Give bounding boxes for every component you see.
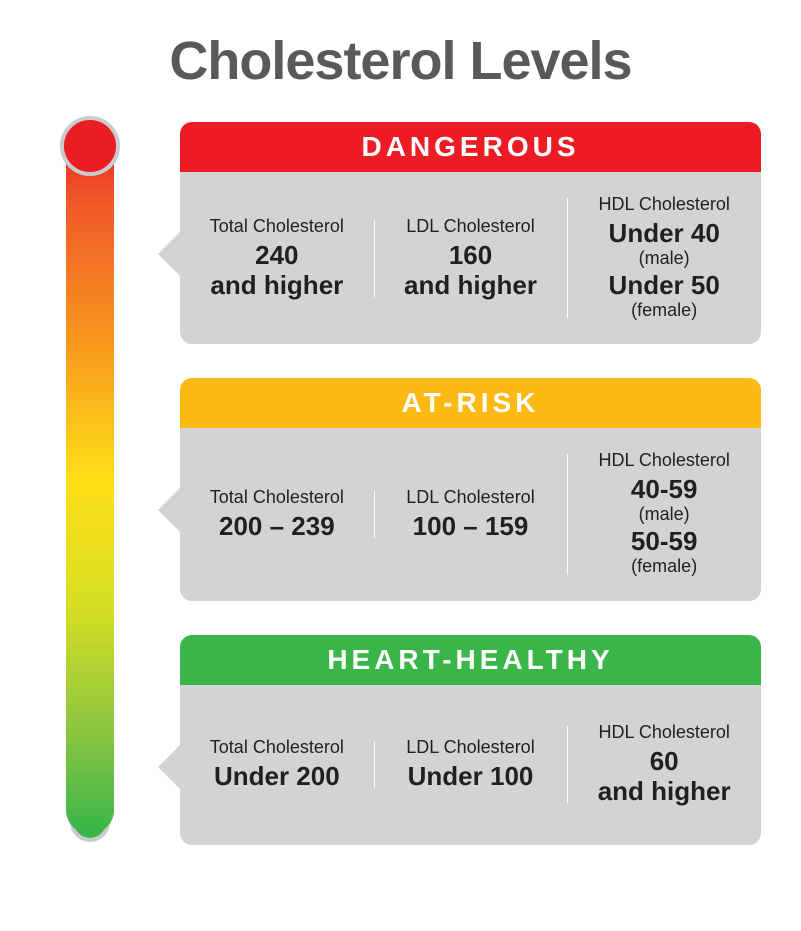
card-body: Total Cholesterol Under 200 LDL Choleste… bbox=[180, 685, 761, 845]
card-header: AT-RISK bbox=[180, 378, 761, 428]
col-label: LDL Cholesterol bbox=[384, 216, 558, 237]
col-label: Total Cholesterol bbox=[190, 737, 364, 758]
col-hdl: HDL Cholesterol Under 40 (male) Under 50… bbox=[567, 190, 761, 326]
thermometer-bulb bbox=[60, 116, 120, 176]
col-hdl: HDL Cholesterol 40-59 (male) 50-59 (fema… bbox=[567, 446, 761, 582]
col-value: Under 100 bbox=[384, 762, 558, 792]
col-value: 60 bbox=[577, 747, 751, 777]
card-body: Total Cholesterol 240 and higher LDL Cho… bbox=[180, 172, 761, 344]
col-ldl: LDL Cholesterol 100 – 159 bbox=[374, 483, 568, 546]
col-label: HDL Cholesterol bbox=[577, 722, 751, 743]
col-ldl: LDL Cholesterol Under 100 bbox=[374, 733, 568, 796]
hdl-sub: (male) bbox=[577, 249, 751, 269]
col-value2: and higher bbox=[577, 777, 751, 807]
content-area: DANGEROUS Total Cholesterol 240 and high… bbox=[0, 122, 801, 845]
col-ldl: LDL Cholesterol 160 and higher bbox=[374, 212, 568, 305]
card-dangerous: DANGEROUS Total Cholesterol 240 and high… bbox=[180, 122, 761, 344]
col-value: 200 – 239 bbox=[190, 512, 364, 542]
card-heart-healthy: HEART-HEALTHY Total Cholesterol Under 20… bbox=[180, 635, 761, 845]
col-label: Total Cholesterol bbox=[190, 487, 364, 508]
card-header: DANGEROUS bbox=[180, 122, 761, 172]
col-value: 240 bbox=[190, 241, 364, 271]
col-total: Total Cholesterol Under 200 bbox=[180, 733, 374, 796]
col-label: HDL Cholesterol bbox=[577, 450, 751, 471]
hdl-value: 50-59 bbox=[577, 527, 751, 557]
col-hdl: HDL Cholesterol 60 and higher bbox=[567, 718, 761, 811]
col-value2: and higher bbox=[384, 271, 558, 301]
col-label: HDL Cholesterol bbox=[577, 194, 751, 215]
thermometer-fill bbox=[66, 120, 114, 834]
card-body: Total Cholesterol 200 – 239 LDL Choleste… bbox=[180, 428, 761, 600]
page-title: Cholesterol Levels bbox=[0, 30, 801, 92]
col-label: LDL Cholesterol bbox=[384, 487, 558, 508]
col-value: 100 – 159 bbox=[384, 512, 558, 542]
hdl-value: Under 40 bbox=[577, 219, 751, 249]
col-value: Under 200 bbox=[190, 762, 364, 792]
col-label: Total Cholesterol bbox=[190, 216, 364, 237]
hdl-sub: (male) bbox=[577, 505, 751, 525]
hdl-value: Under 50 bbox=[577, 271, 751, 301]
card-at-risk: AT-RISK Total Cholesterol 200 – 239 LDL … bbox=[180, 378, 761, 600]
cards-container: DANGEROUS Total Cholesterol 240 and high… bbox=[180, 122, 761, 845]
col-label: LDL Cholesterol bbox=[384, 737, 558, 758]
col-value: 160 bbox=[384, 241, 558, 271]
col-total: Total Cholesterol 240 and higher bbox=[180, 212, 374, 305]
card-pointer bbox=[158, 745, 180, 789]
hdl-sub: (female) bbox=[577, 301, 751, 321]
hdl-value: 40-59 bbox=[577, 475, 751, 505]
col-value2: and higher bbox=[190, 271, 364, 301]
card-pointer bbox=[158, 232, 180, 276]
col-total: Total Cholesterol 200 – 239 bbox=[180, 483, 374, 546]
thermometer-icon bbox=[60, 122, 120, 842]
card-pointer bbox=[158, 488, 180, 532]
hdl-sub: (female) bbox=[577, 557, 751, 577]
card-header: HEART-HEALTHY bbox=[180, 635, 761, 685]
